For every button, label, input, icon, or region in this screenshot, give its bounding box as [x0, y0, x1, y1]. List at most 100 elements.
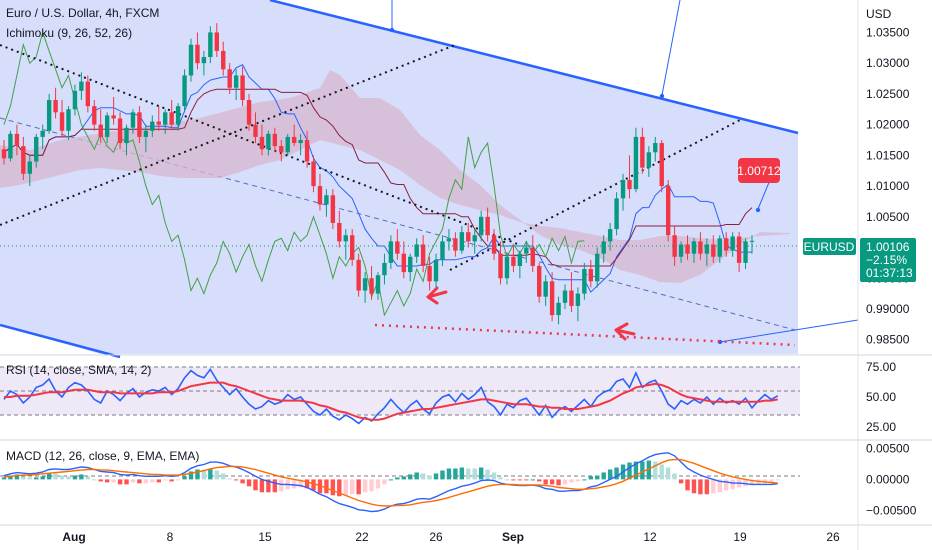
candle-body [317, 186, 323, 205]
channel-lower-line[interactable] [0, 323, 121, 359]
macd-histogram-bar [59, 475, 65, 480]
candle-body [730, 236, 735, 251]
candle [388, 235, 394, 270]
candle [524, 241, 529, 263]
candle [150, 115, 155, 137]
candle [337, 210, 342, 248]
candle-body [401, 253, 406, 273]
macd-tick-label: −0.00500 [866, 503, 917, 517]
time-axis[interactable]: Aug 8 15 22 26 Sep 12 19 26 [62, 530, 840, 544]
candle [743, 238, 748, 270]
macd-histogram-bar [156, 479, 161, 483]
rsi-axis[interactable]: 75.00 50.00 25.00 [866, 360, 896, 434]
candle [588, 259, 593, 288]
macd-histogram-bar [717, 479, 722, 493]
time-tick-label: 12 [643, 530, 657, 544]
macd-histogram-bar [150, 479, 155, 483]
symbol-badge-text: EURUSD [804, 240, 855, 254]
candle [440, 235, 445, 266]
macd-histogram-bar [356, 479, 361, 495]
candle [607, 222, 613, 251]
candle [85, 75, 91, 113]
macd-histogram-bar [1, 477, 7, 480]
rsi-label[interactable]: RSI (14, close, SMA, 14, 2) [6, 363, 152, 377]
candle-body [530, 247, 535, 266]
candle [246, 93, 252, 131]
time-tick-label: Sep [502, 530, 524, 544]
candle [582, 262, 587, 300]
candle-body [59, 112, 65, 131]
candle-body [743, 241, 748, 263]
macd-histogram-bar [130, 479, 136, 483]
candle-body [246, 100, 252, 125]
macd-histogram-bar [240, 479, 245, 484]
candle [498, 241, 503, 285]
ichimoku-cloud [0, 70, 790, 283]
candle [653, 136, 658, 162]
macd-histogram-bar [124, 479, 129, 485]
macd-histogram-bar [414, 472, 419, 480]
candle-body [395, 241, 400, 254]
macd-histogram-bar [556, 479, 561, 486]
candle [433, 253, 439, 288]
price-axis[interactable]: 1.03500 1.03000 1.02500 1.02000 1.01500 1.010… [866, 25, 910, 346]
macd-histogram-bar [175, 479, 181, 481]
macd-tick-label: 0.00000 [866, 472, 910, 486]
candle [549, 272, 555, 322]
macd-histogram-bar [646, 460, 652, 480]
candle [356, 253, 361, 297]
channel-upper-line[interactable] [269, 0, 799, 135]
candle [446, 229, 452, 251]
candle-body [646, 152, 652, 168]
macd-histogram-bar [588, 476, 593, 480]
candle-body [433, 259, 439, 282]
candle [1, 139, 7, 165]
candle [79, 72, 84, 101]
candle-body [653, 143, 658, 153]
candle [143, 124, 149, 153]
candle [104, 112, 110, 144]
macd-histogram-bar [524, 479, 529, 481]
macd-histogram-bar [459, 467, 465, 480]
candle [395, 229, 400, 260]
macd-histogram-bar [350, 479, 355, 495]
candle-body [266, 133, 271, 150]
candle-body [188, 44, 194, 76]
macd-histogram-bar [169, 479, 174, 482]
candle-body [459, 232, 465, 251]
candle [188, 38, 194, 82]
annotation-price-badge[interactable]: 1.00712 [737, 158, 781, 183]
macd-histogram-bar [427, 475, 432, 480]
macd-histogram-bar [549, 479, 555, 485]
candle [208, 26, 213, 64]
candle-body [130, 112, 136, 128]
candle [466, 222, 471, 248]
macd-histogram-bar [569, 479, 574, 483]
candle-body [330, 195, 336, 223]
candle-body [472, 235, 477, 242]
candle [633, 127, 639, 193]
candle [724, 232, 729, 257]
candle [730, 232, 735, 257]
candle-body [408, 256, 413, 273]
last-price-badge[interactable]: 1.00106 −2.15% 01:37:13 [860, 238, 916, 282]
candle-body [156, 121, 161, 125]
candle [221, 41, 226, 76]
time-tick-label: 26 [826, 530, 840, 544]
symbol-badge[interactable]: EURUSD [803, 238, 856, 255]
candles-group [1, 23, 755, 325]
candle-body [582, 269, 587, 294]
ichimoku-label[interactable]: Ichimoku (9, 26, 52, 26) [6, 26, 133, 40]
candle-body [143, 130, 149, 137]
macd-histogram-bar [46, 473, 52, 480]
macd-axis[interactable]: 0.00500 0.00000 −0.00500 [866, 441, 917, 517]
macd-histogram-bar [582, 479, 587, 481]
candle-body [414, 244, 419, 257]
candle [627, 155, 632, 199]
macd-histogram-bar [330, 479, 336, 496]
candle-body [98, 124, 103, 137]
macd-label[interactable]: MACD (12, 26, close, 9, EMA, EMA) [6, 449, 200, 463]
symbol-title[interactable]: Euro / U.S. Dollar, 4h, FXCM [6, 6, 160, 20]
price-tick-label: 1.00500 [866, 210, 910, 224]
macd-histogram-bar [401, 476, 406, 480]
